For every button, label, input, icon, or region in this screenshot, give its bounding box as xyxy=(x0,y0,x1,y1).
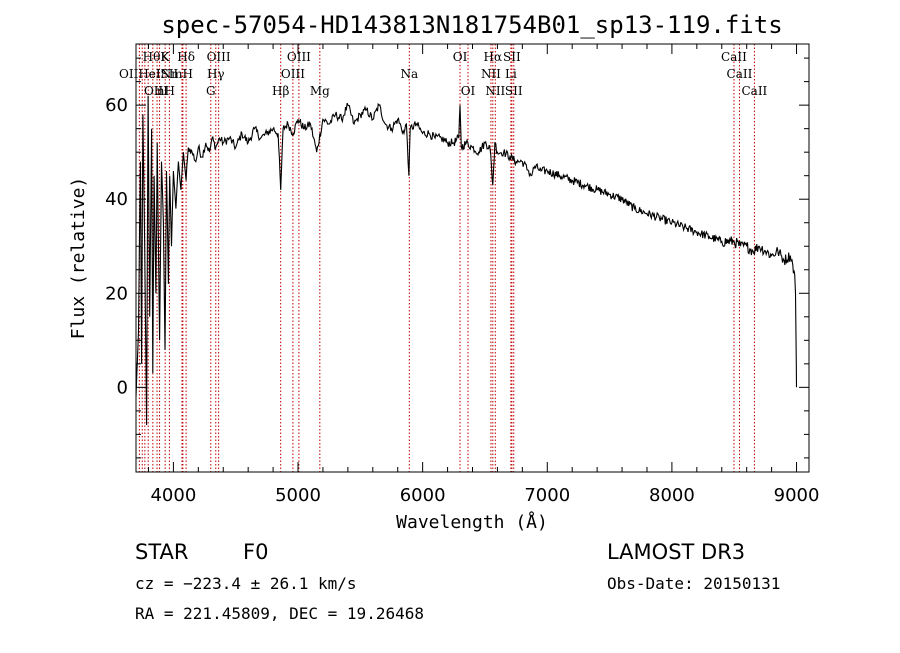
x-axis-label: Wavelength (Å) xyxy=(396,511,548,533)
x-tick-label: 4000 xyxy=(150,485,196,506)
spectral-line-label: NII xyxy=(485,84,505,98)
x-axis-ticks: 4000 5000 6000 7000 8000 9000 xyxy=(147,44,820,506)
spectral-line-label: OIII xyxy=(281,67,305,81)
y-tick-label: 60 xyxy=(105,95,128,116)
survey-name: LAMOST DR3 xyxy=(607,540,745,564)
object-subclass: F0 xyxy=(243,540,268,564)
spectral-line-label: Na xyxy=(400,67,418,81)
spectral-line-label: CaII xyxy=(727,67,753,81)
x-tick-label: 8000 xyxy=(649,485,695,506)
spectral-line-label: OIII xyxy=(287,50,311,64)
chart-title: spec-57054-HD143813N181754B01_sp13-119.f… xyxy=(161,11,782,39)
spectral-line-label: CaII xyxy=(741,84,767,98)
y-axis-ticks: 0 20 40 60 xyxy=(105,57,809,459)
spectral-line-label-group: OIII xyxy=(144,84,168,98)
spectral-line-label-group: HθK xyxy=(143,50,171,64)
x-tick-label: 9000 xyxy=(774,485,820,506)
plot-frame xyxy=(135,43,810,473)
spectral-line-label-group: OIIHeINmH xyxy=(119,67,193,81)
spectral-line-label: OI xyxy=(461,84,476,98)
spectral-line-label-group: nH xyxy=(157,84,175,98)
y-tick-label: 20 xyxy=(105,283,128,304)
spectral-line-label: CaII xyxy=(721,50,747,64)
spectral-line-label: Li xyxy=(505,67,517,81)
spectrum-series-flux xyxy=(135,95,798,426)
observation-date: Obs-Date: 20150131 xyxy=(607,574,780,593)
spectral-line-markers xyxy=(138,44,755,472)
redshift-velocity: cz = −223.4 ± 26.1 km/s xyxy=(135,574,357,593)
spectral-line-label: Hδ xyxy=(177,50,195,64)
spectral-line-label: Hα xyxy=(484,50,503,64)
spectral-line-label: Hγ xyxy=(207,67,225,81)
spectral-line-label-group: K xyxy=(161,50,171,64)
spectral-line-label: Hβ xyxy=(272,84,289,98)
spectral-line-label: NII xyxy=(481,67,501,81)
y-axis-label: Flux (relative) xyxy=(68,177,89,340)
spectral-line-label: G xyxy=(206,84,216,98)
spectral-line-label: SII xyxy=(503,50,521,64)
y-tick-label: 0 xyxy=(117,377,128,398)
y-tick-label: 40 xyxy=(105,189,128,210)
x-tick-label: 6000 xyxy=(400,485,446,506)
x-tick-label: 7000 xyxy=(524,485,570,506)
object-class: STAR xyxy=(135,540,188,564)
coordinates: RA = 221.45809, DEC = 19.26468 xyxy=(135,604,424,623)
spectral-line-label: SII xyxy=(505,84,523,98)
spectral-line-label: OIII xyxy=(207,50,231,64)
x-tick-label: 5000 xyxy=(275,485,321,506)
spectral-line-label-group: eISII xyxy=(149,67,179,81)
spectral-line-label: Mg xyxy=(310,84,330,98)
spectral-line-label: OI xyxy=(453,50,468,64)
